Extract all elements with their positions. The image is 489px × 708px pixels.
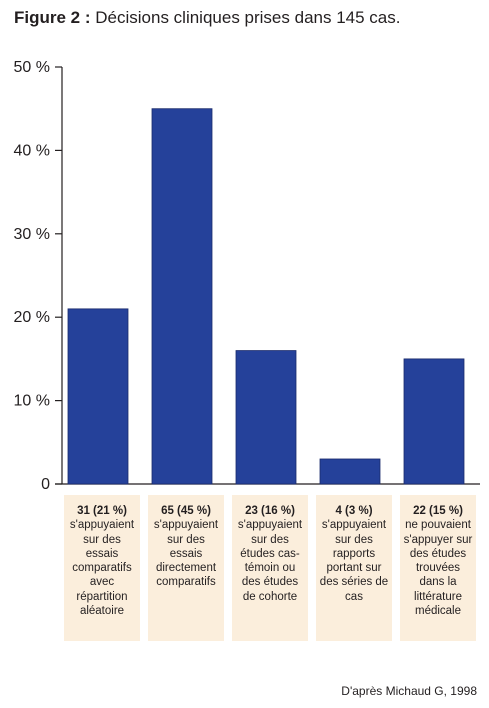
y-tick-label: 30 % [14,226,50,243]
category-count: 31 (21 %) [77,505,127,517]
category-description-line: rapports [332,547,376,560]
category-description-line: s'appuyer sur [403,533,473,546]
category-description-line: comparatifs [72,562,132,575]
category-description-line: dans la [419,576,457,589]
bar [319,458,381,485]
y-tick-label: 40 % [14,142,50,159]
category-description-line: médicale [414,605,462,618]
category-description-line: essais [85,547,119,560]
source-citation: D'après Michaud G, 1998 [341,684,477,698]
category-description-line: cas [345,590,363,603]
category-description-line: répartition [76,590,128,603]
y-tick-label: 0 [41,476,50,493]
category-description-line: sur des [251,533,289,546]
category-label-box: 65 (45 %) s'appuyaient sur des essais direct… [148,495,224,641]
category-description-line: études cas- [240,547,300,560]
category-description-line: s'appuyaient [321,519,387,532]
category-description-line: s'appuyaient [237,519,303,532]
bar [67,308,129,485]
category-description-line: s'appuyaient [69,519,135,532]
category-description-line: essais [169,547,203,560]
category-label-box: 23 (16 %) s'appuyaient sur des études cas-t… [232,495,308,641]
y-tick-label: 20 % [14,309,50,326]
category-description-line: sur des [167,533,205,546]
category-description-line: témoin ou [244,562,296,575]
category-description-line: avec [89,576,115,589]
category-count: 4 (3 %) [335,505,373,517]
category-description-line: des études [409,547,467,560]
category-description-line: littérature [414,590,462,603]
category-description-line: des études [241,576,299,589]
category-count: 65 (45 %) [161,505,211,517]
category-description-line: directement [155,562,217,575]
figure-title-text: Décisions cliniques prises dans 145 cas. [95,8,401,27]
y-tick-label: 50 % [14,59,50,76]
bar [403,358,465,485]
category-description-line: sur des [83,533,121,546]
bar-chart: 0 10 % 20 % 30 % 40 % 50 % [14,59,480,493]
category-count: 23 (16 %) [245,505,295,517]
bar [151,108,213,485]
category-count: 22 (15 %) [413,505,463,517]
category-description-line: aléatoire [79,605,125,618]
bar [235,350,297,485]
category-description-line: s'appuyaient [153,519,219,532]
category-description-line: trouvées [415,562,461,575]
category-description-line: comparatifs [156,576,216,589]
category-description-line: sur des [335,533,373,546]
figure-label: Figure 2 : [14,8,91,27]
category-description-line: ne pouvaient [405,519,471,532]
category-description-line: portant sur [326,562,382,575]
y-tick-label: 10 % [14,393,50,410]
category-label-box: 31 (21 %) s'appuyaient sur des essais compar… [64,495,140,641]
category-label-box: 22 (15 %) ne pouvaient s'appuyer sur des ét… [400,495,476,641]
category-description-line: de cohorte [242,590,298,603]
category-label-box: 4 (3 %) s'appuyaient sur des rapports portan… [316,495,392,641]
figure-title: Figure 2 : Décisions cliniques prises da… [14,8,400,28]
category-description-line: des séries de [319,576,389,589]
